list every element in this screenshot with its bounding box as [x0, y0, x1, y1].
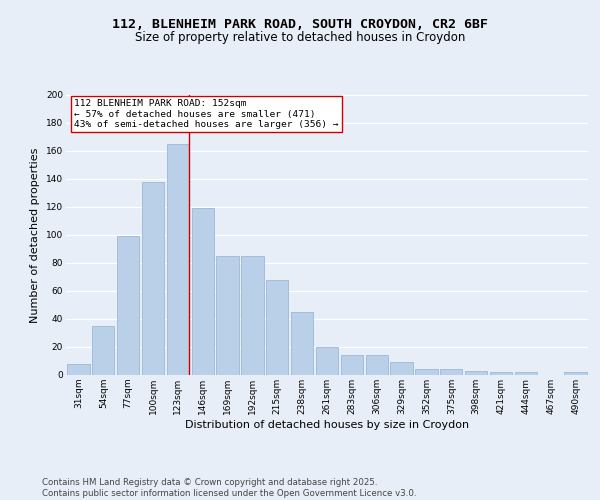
Bar [92, 326, 115, 375]
Bar [490, 372, 512, 375]
Bar [167, 144, 189, 375]
Bar [217, 256, 239, 375]
Bar [291, 312, 313, 375]
Bar [316, 347, 338, 375]
Bar [191, 208, 214, 375]
Bar [565, 372, 587, 375]
Bar [341, 356, 363, 375]
Text: 112, BLENHEIM PARK ROAD, SOUTH CROYDON, CR2 6BF: 112, BLENHEIM PARK ROAD, SOUTH CROYDON, … [112, 18, 488, 30]
Y-axis label: Number of detached properties: Number of detached properties [31, 148, 40, 322]
Bar [266, 280, 289, 375]
Text: 112 BLENHEIM PARK ROAD: 152sqm
← 57% of detached houses are smaller (471)
43% of: 112 BLENHEIM PARK ROAD: 152sqm ← 57% of … [74, 99, 338, 129]
Text: Size of property relative to detached houses in Croydon: Size of property relative to detached ho… [135, 31, 465, 44]
Bar [67, 364, 89, 375]
Bar [465, 371, 487, 375]
Bar [142, 182, 164, 375]
Text: Contains HM Land Registry data © Crown copyright and database right 2025.
Contai: Contains HM Land Registry data © Crown c… [42, 478, 416, 498]
Bar [515, 372, 537, 375]
Bar [241, 256, 263, 375]
Bar [365, 356, 388, 375]
X-axis label: Distribution of detached houses by size in Croydon: Distribution of detached houses by size … [185, 420, 469, 430]
Bar [117, 236, 139, 375]
Bar [391, 362, 413, 375]
Bar [440, 370, 463, 375]
Bar [415, 370, 437, 375]
